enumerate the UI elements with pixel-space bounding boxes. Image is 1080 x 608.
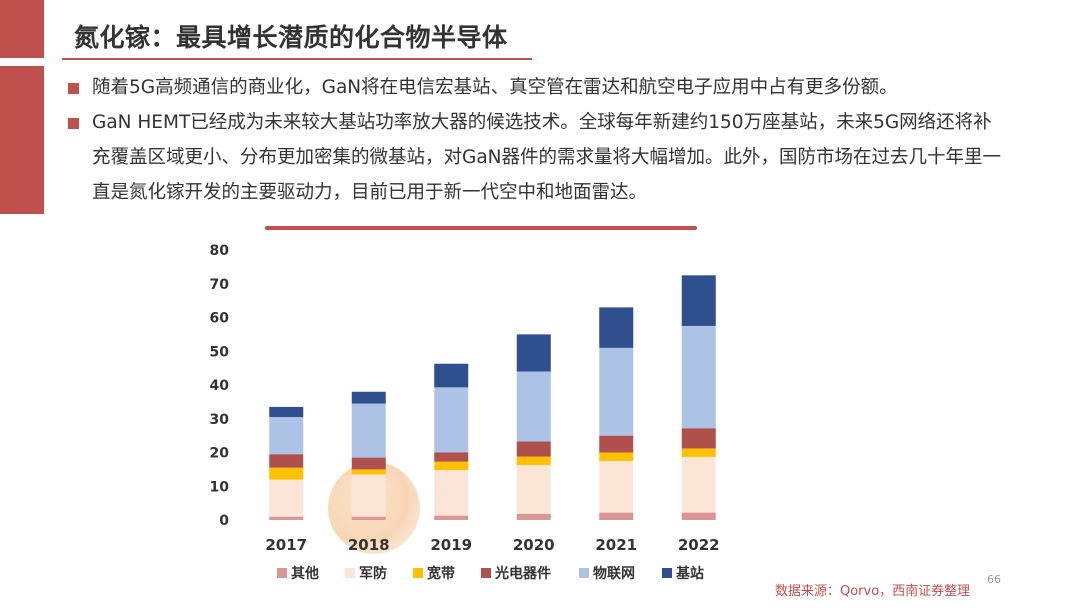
bar-segment [681,456,716,513]
x-tick-label: 2018 [348,536,390,554]
y-tick-label: 0 [219,513,229,529]
title-block: 氮化镓：最具增长潜质的化合物半导体 [62,14,532,60]
legend-swatch [481,568,491,578]
bar-segment [351,391,386,404]
bar-segment [434,387,469,453]
bar-segment [516,371,551,442]
x-tick-label: 2022 [678,536,720,554]
source-note: 数据来源：Qorvo，西南证券整理 [775,584,971,599]
bar-segment [434,452,469,462]
legend-label: 物联网 [593,565,635,582]
stacked-bar-chart: 0 10 20 30 40 50 60 70 80 2017 2018 2019 2020 2021 202… [210,243,720,582]
page-title: 氮化镓：最具增长潜质的化合物半导体 [74,23,508,52]
bar-segment [269,467,304,480]
bar-segment [434,515,469,520]
bar-segment [269,454,304,468]
bar-segment [599,512,634,520]
legend-label: 光电器件 [494,565,551,582]
bar-segment [351,474,386,517]
accent-bar-bottom [0,66,44,214]
bar-segment [351,403,386,458]
bullet-item: 随着5G高频通信的商业化，GaN将在电信宏基站、真空管在雷达和航空电子应用中占有… [66,70,1006,105]
legend-swatch [662,568,672,578]
y-tick-label: 30 [210,412,230,428]
legend-label: 其他 [291,565,319,582]
y-tick-label: 80 [210,243,230,259]
y-tick-label: 60 [210,311,230,327]
bar-segment [516,456,551,465]
bar-segment [269,516,304,520]
x-tick-label: 2021 [595,536,637,554]
legend-swatch [345,568,355,578]
bar-segment [269,406,304,418]
legend-swatch [413,568,423,578]
legend-label: 军防 [359,565,387,582]
bar-segment [599,452,634,461]
y-tick-label: 10 [210,479,230,495]
bar-segment [516,513,551,520]
bar-segment [681,275,716,326]
x-tick-label: 2020 [513,536,555,554]
accent-bar-top [0,0,44,58]
bar-segment [516,441,551,457]
bar-segment [269,417,304,455]
bar-segment [599,347,634,436]
bar-segment [351,516,386,520]
divider [265,226,697,230]
bar-segment [434,461,469,471]
legend-swatch [579,568,589,578]
bar-segment [516,464,551,514]
legend-label: 基站 [676,565,704,582]
x-tick-label: 2017 [265,536,307,554]
bar-segment [434,363,469,388]
bullet-list: 随着5G高频通信的商业化，GaN将在电信宏基站、真空管在雷达和航空电子应用中占有… [66,70,1006,210]
bar-segment [434,470,469,516]
y-tick-label: 70 [210,277,230,293]
bar-segment [681,512,716,520]
bar-segment [351,457,386,470]
bar-segment [599,460,634,513]
legend-swatch [277,568,287,578]
page-number: 66 [987,573,1001,586]
bar-segment [681,448,716,457]
x-tick-label: 2019 [430,536,472,554]
bullet-item: GaN HEMT已经成为未来较大基站功率放大器的候选技术。全球每年新建约150万… [66,105,1006,210]
legend-label: 宽带 [427,565,455,582]
bar-segment [269,479,304,517]
bar-segment [681,428,716,449]
y-tick-label: 40 [210,378,230,394]
bar-segment [599,307,634,348]
bar-segment [516,334,551,372]
y-tick-label: 20 [210,446,230,462]
bar-segment [351,469,386,475]
bar-segment [681,325,716,429]
bar-segment [599,435,634,453]
y-tick-label: 50 [210,344,230,360]
